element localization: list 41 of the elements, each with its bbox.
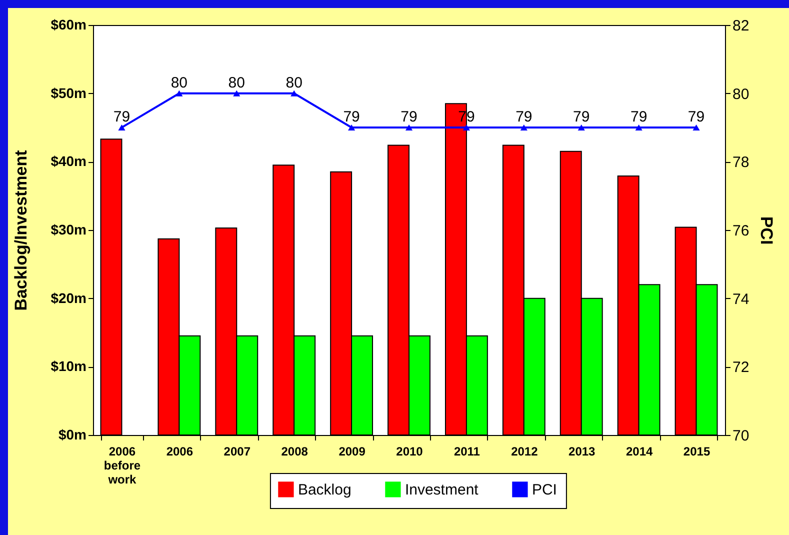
data-label: 80	[170, 74, 188, 92]
data-label: 79	[343, 108, 360, 126]
y2-tick-label: 76	[732, 222, 750, 240]
data-label: 79	[458, 108, 475, 126]
data-label: 80	[286, 74, 302, 92]
y2-tick-label: 78	[732, 154, 750, 172]
y-tick-label: $30m	[50, 222, 86, 238]
x-tick-label: 2015	[683, 444, 710, 458]
y2-tick-label: 74	[732, 290, 750, 308]
y2-tick-label: 80	[732, 86, 750, 103]
data-label: 80	[228, 74, 245, 92]
x-tick-label: 2006 before work	[104, 444, 141, 486]
data-label: 79	[113, 108, 130, 126]
y-axis-title: Backlog/Investment	[12, 150, 31, 311]
legend-label: Backlog	[298, 481, 352, 498]
x-tick-label: 2013	[568, 444, 596, 458]
x-tick-label: 2007	[224, 444, 251, 458]
y-tick-label: $0m	[58, 426, 86, 442]
x-tick-label: 2010	[396, 444, 424, 458]
y2-tick-label: 82	[732, 18, 750, 34]
y-tick-label: $10m	[50, 358, 86, 374]
y-tick-label: $40m	[50, 153, 86, 170]
legend-label: Investment	[404, 481, 480, 498]
x-tick-label: 2009	[338, 444, 366, 458]
y2-tick-label: 72	[732, 359, 750, 376]
y2-axis-title: PCI	[757, 216, 776, 245]
x-tick-label: 2014	[626, 444, 653, 458]
x-tick-label: 2008	[281, 444, 308, 458]
data-label: 79	[630, 108, 648, 126]
data-label: 79	[516, 108, 532, 126]
data-label: 79	[688, 108, 705, 126]
y-tick-label: $20m	[50, 290, 86, 306]
data-label: 79	[400, 108, 418, 126]
y-tick-label: $60m	[50, 16, 86, 32]
data-label: 79	[573, 108, 590, 126]
x-tick-label: 2011	[454, 444, 480, 458]
y-tick-label: $50m	[50, 84, 86, 101]
x-tick-label: 2012	[511, 444, 538, 458]
x-tick-label: 2006	[166, 444, 194, 458]
y2-tick-label: 70	[732, 428, 750, 444]
legend-label: PCI	[532, 481, 557, 498]
